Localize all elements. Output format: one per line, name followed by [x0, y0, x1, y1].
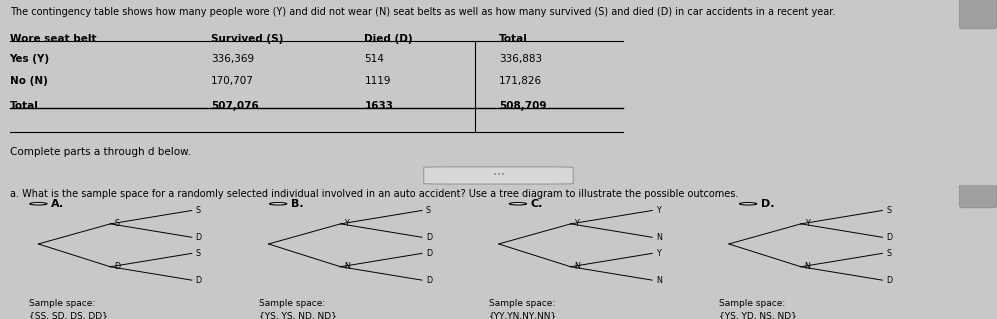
Circle shape [509, 203, 526, 205]
Text: 336,369: 336,369 [211, 54, 254, 64]
Circle shape [30, 203, 47, 205]
Text: 507,076: 507,076 [211, 101, 259, 111]
Text: C.: C. [530, 199, 542, 209]
Text: Yes (Y): Yes (Y) [10, 54, 50, 64]
Text: D: D [886, 233, 892, 242]
Text: 171,826: 171,826 [498, 76, 541, 86]
Text: The contingency table shows how many people wore (Y) and did not wear (N) seat b: The contingency table shows how many peo… [10, 7, 834, 17]
FancyBboxPatch shape [959, 181, 997, 208]
Text: Survived (S): Survived (S) [211, 34, 283, 44]
Text: {YY,YN,NY,NN}: {YY,YN,NY,NN} [490, 311, 557, 319]
Text: S: S [886, 206, 891, 215]
Text: N: N [656, 276, 662, 285]
Circle shape [269, 203, 287, 205]
Text: D: D [886, 276, 892, 285]
Text: 336,883: 336,883 [498, 54, 541, 64]
Text: S: S [114, 219, 120, 228]
FancyBboxPatch shape [424, 167, 573, 184]
Text: Complete parts a through d below.: Complete parts a through d below. [10, 147, 190, 157]
Text: 170,707: 170,707 [211, 76, 254, 86]
Text: D: D [426, 276, 432, 285]
Text: Y: Y [656, 249, 661, 258]
Text: 514: 514 [365, 54, 384, 64]
Text: Y: Y [656, 206, 661, 215]
Text: D.: D. [761, 199, 774, 209]
Text: {YS, YD, NS, ND}: {YS, YD, NS, ND} [719, 311, 798, 319]
Text: A.: A. [51, 199, 64, 209]
Text: N: N [805, 262, 811, 271]
Text: Sample space:: Sample space: [29, 299, 95, 308]
Text: a. What is the sample space for a randomly selected individual involved in an au: a. What is the sample space for a random… [10, 189, 738, 199]
FancyBboxPatch shape [959, 0, 997, 29]
Text: Y: Y [805, 219, 810, 228]
Text: Died (D): Died (D) [365, 34, 413, 44]
Text: Total: Total [10, 101, 39, 111]
Text: D: D [114, 262, 121, 271]
Text: Wore seat belt: Wore seat belt [10, 34, 96, 44]
Text: N: N [574, 262, 580, 271]
Text: {YS, YS, ND, ND}: {YS, YS, ND, ND} [259, 311, 337, 319]
Text: No (N): No (N) [10, 76, 48, 86]
Text: N: N [656, 233, 662, 242]
Text: B.: B. [290, 199, 303, 209]
Text: Sample space:: Sample space: [259, 299, 325, 308]
Text: S: S [195, 206, 200, 215]
Text: Y: Y [574, 219, 579, 228]
Text: Sample space:: Sample space: [719, 299, 786, 308]
Text: 508,709: 508,709 [498, 101, 546, 111]
Text: N: N [344, 262, 350, 271]
Text: Sample space:: Sample space: [490, 299, 555, 308]
Text: D: D [426, 249, 432, 258]
Text: S: S [195, 249, 200, 258]
Text: Total: Total [498, 34, 527, 44]
Text: Y: Y [344, 219, 349, 228]
Text: 1119: 1119 [365, 76, 391, 86]
Text: D: D [426, 233, 432, 242]
Text: S: S [886, 249, 891, 258]
Text: {SS, SD, DS, DD}: {SS, SD, DS, DD} [29, 311, 108, 319]
Text: 1633: 1633 [365, 101, 394, 111]
Text: D: D [195, 276, 201, 285]
Text: D: D [195, 233, 201, 242]
Circle shape [740, 203, 757, 205]
Text: •••: ••• [493, 173, 504, 178]
Text: S: S [426, 206, 431, 215]
